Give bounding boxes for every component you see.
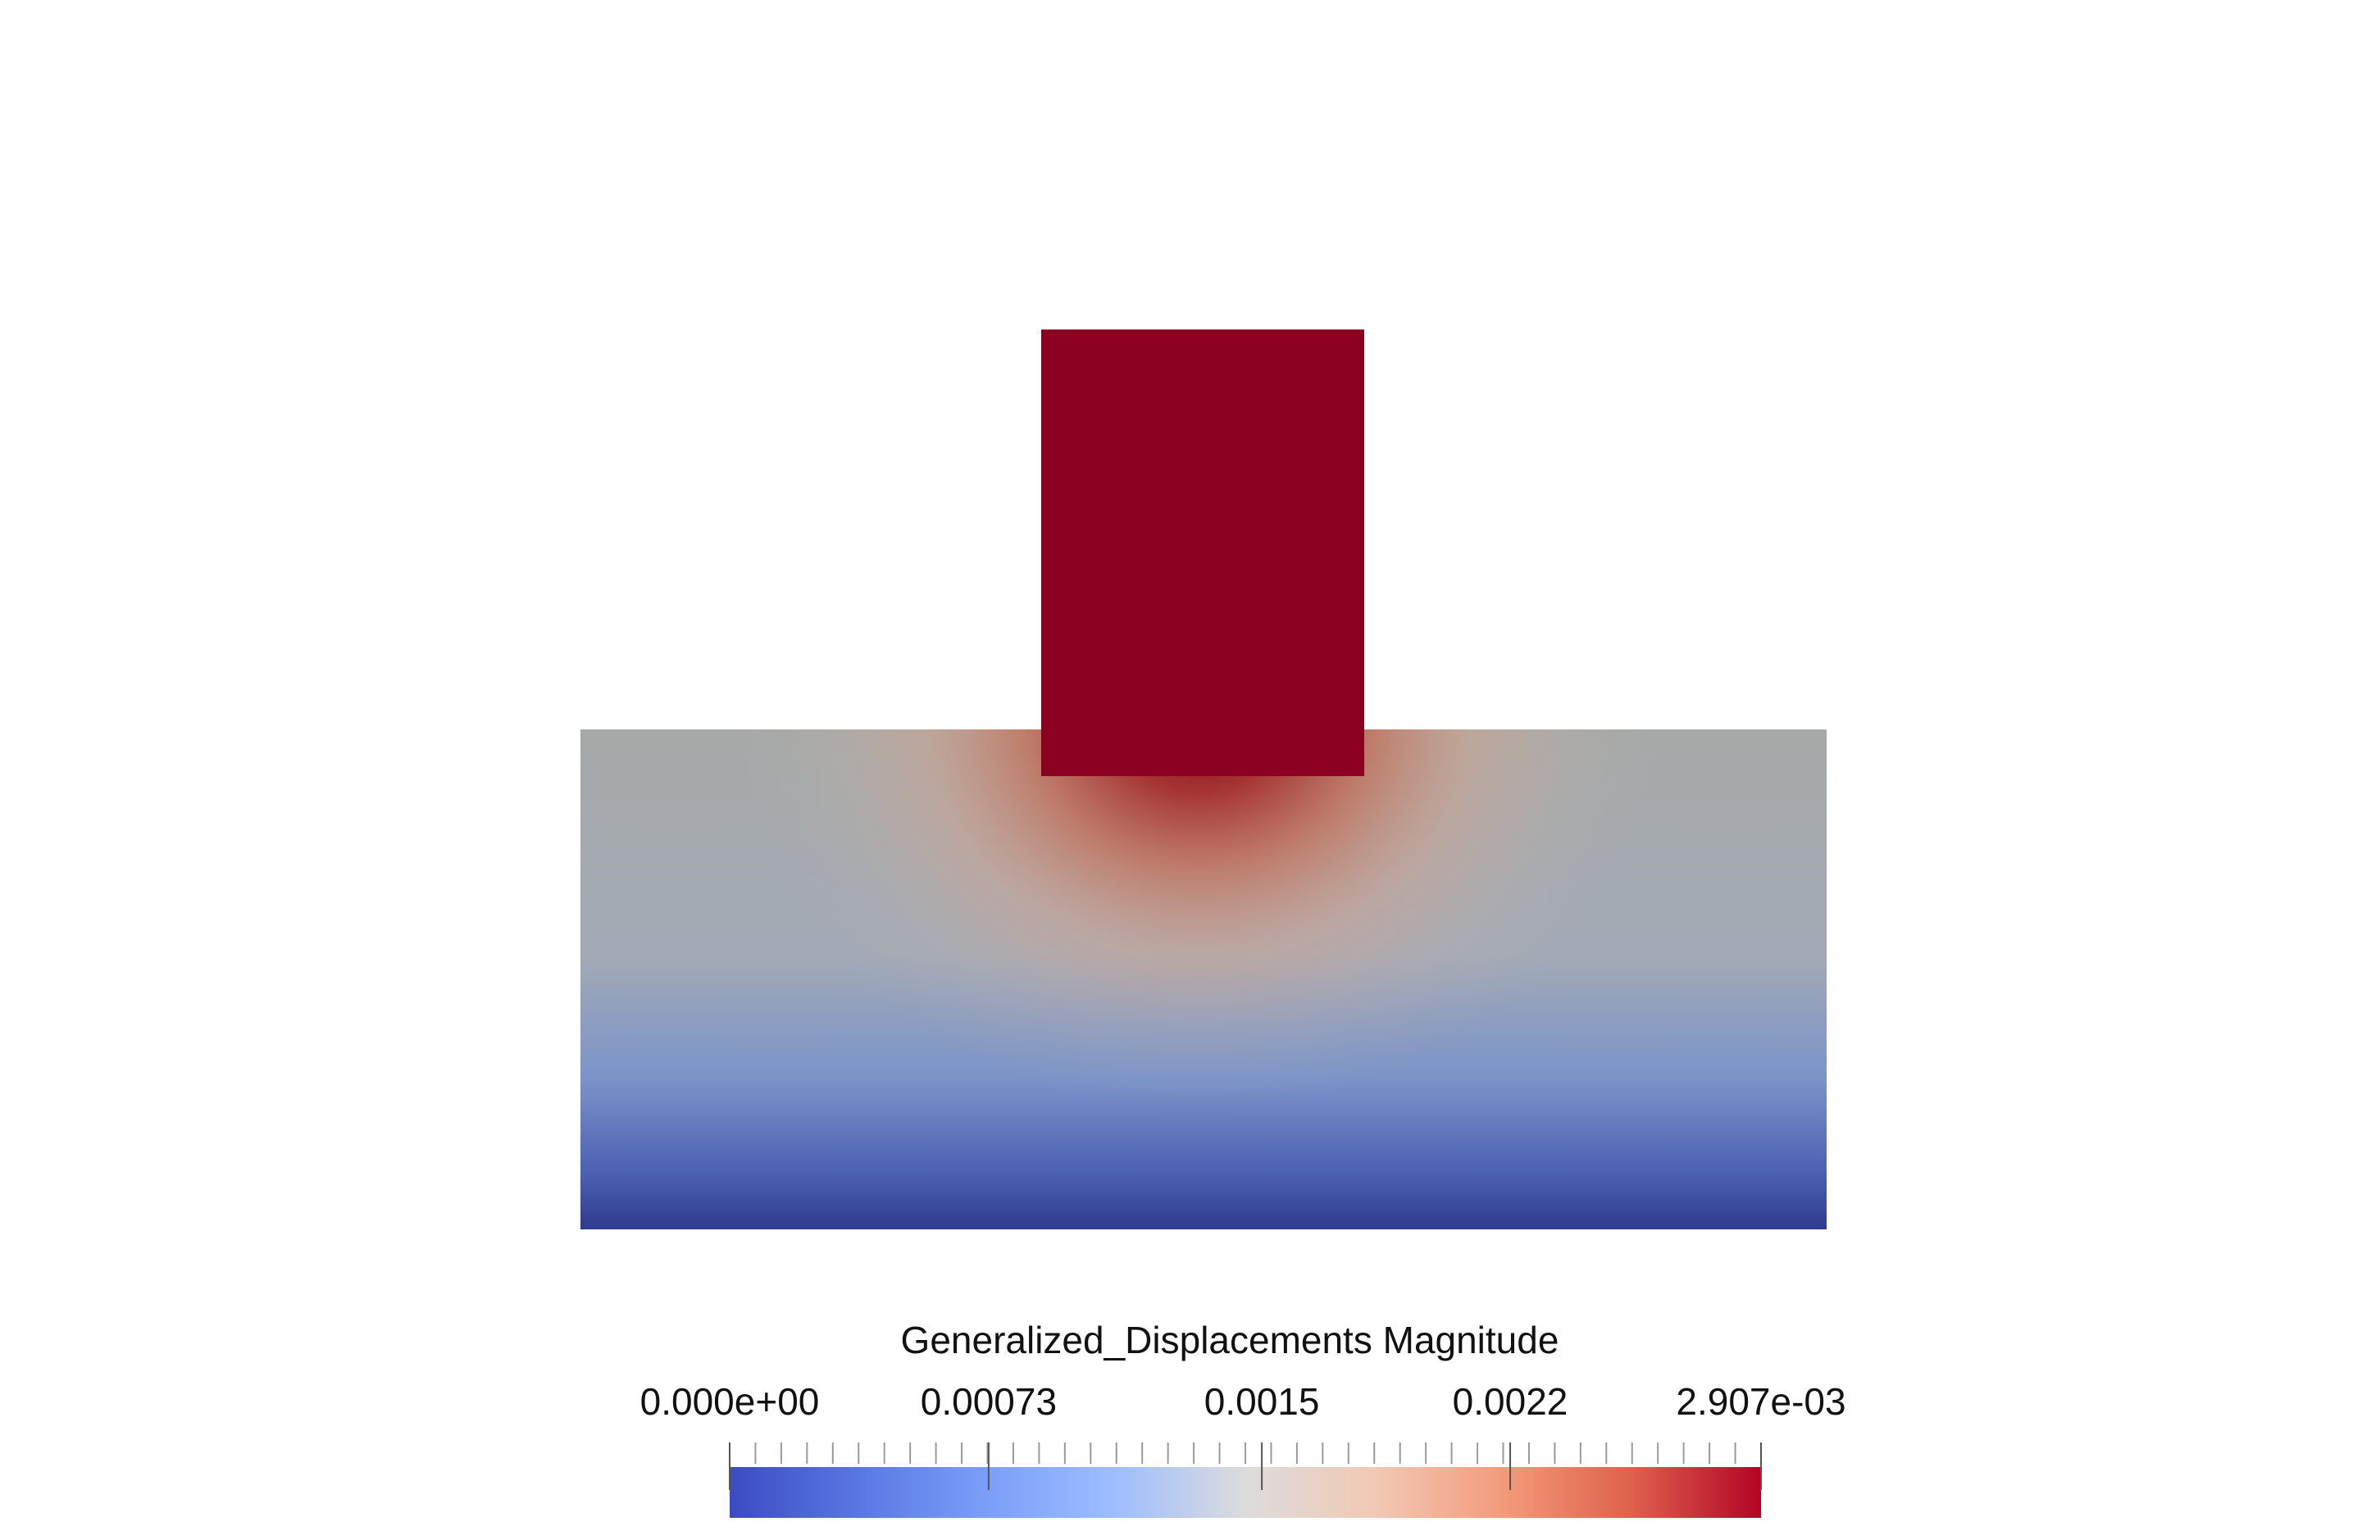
scalar-bar-title: Generalized_Displacements Magnitude [900,1319,1559,1361]
scalar-bar-tick-label: 0.0015 [1204,1380,1320,1423]
scalar-bar-tick-label: 0.000e+00 [639,1380,820,1423]
substrate-block [580,729,1827,1229]
scalar-bar-tick-label: 0.0022 [1452,1380,1568,1423]
scalar-bar-tick-label: 2.907e-03 [1676,1380,1846,1423]
scalar-bar-ticks [729,1442,1762,1490]
colormap-bar [730,1467,1761,1518]
indenter-block [1041,329,1364,776]
scalar-bar [729,1442,1762,1518]
scalar-bar-tick-label: 0.00073 [920,1380,1058,1423]
